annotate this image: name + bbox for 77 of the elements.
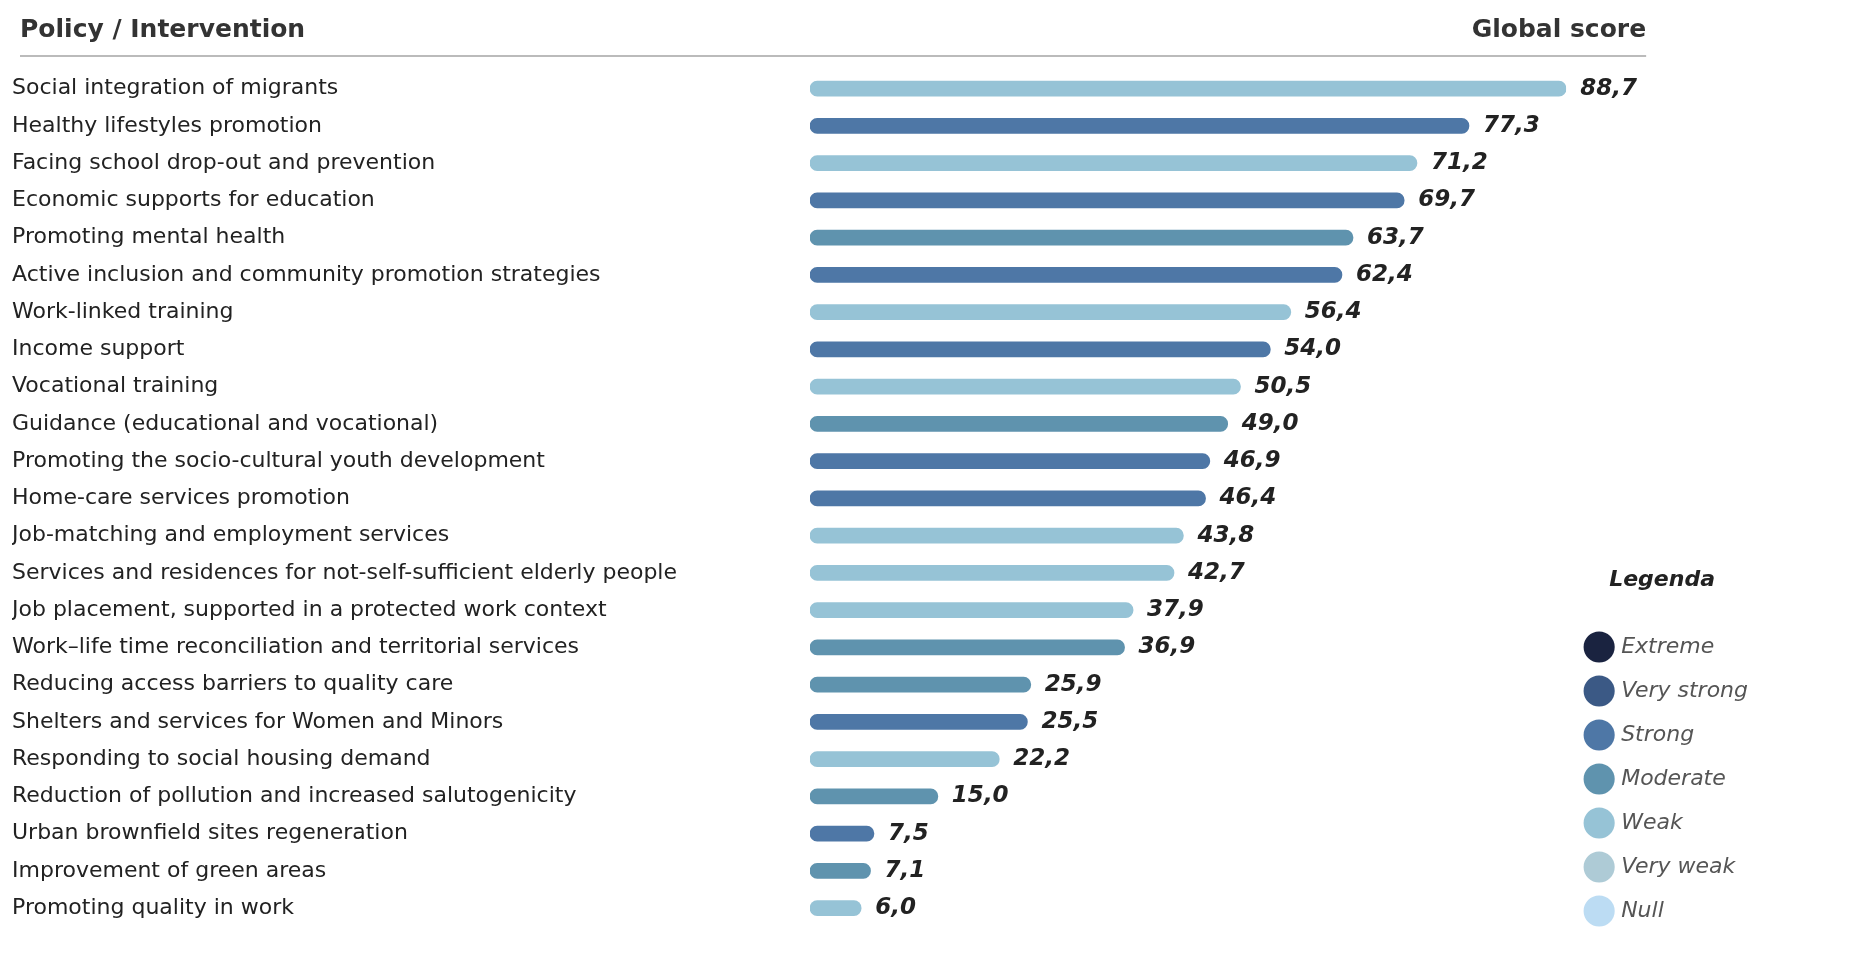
bar — [810, 267, 1343, 283]
data-label: 69,7 — [1418, 185, 1475, 212]
bar — [810, 229, 1354, 246]
legend-label: Null — [1621, 896, 1664, 922]
y-tick-label: Guidance (educational and vocational) — [12, 409, 439, 435]
data-label: 7,1 — [884, 855, 926, 882]
bar — [810, 602, 1134, 618]
y-tick-label: Promoting the socio-cultural youth development — [12, 446, 546, 472]
data-label: 15,0 — [951, 781, 1009, 808]
bar — [810, 453, 1211, 469]
bar — [810, 714, 1028, 730]
y-tick-label: Services and residences for not-self-sufficient elderly people — [12, 558, 678, 584]
bar — [810, 676, 1032, 693]
y-tick-label: Income support — [12, 335, 185, 361]
bar — [810, 118, 1470, 134]
bar — [810, 863, 871, 879]
y-tick-label: Promoting mental health — [12, 223, 286, 249]
data-label: 25,9 — [1044, 669, 1102, 696]
legend-label: Extreme — [1621, 632, 1715, 658]
y-tick-label: Social integration of migrants — [12, 74, 339, 100]
y-tick-label: Active inclusion and community promotion strategies — [12, 260, 601, 286]
data-label: 7,5 — [887, 818, 929, 845]
data-label: 36,9 — [1138, 632, 1196, 659]
y-tick-label: Shelters and services for Women and Minors — [12, 707, 504, 733]
bar — [810, 900, 862, 916]
y-tick-label: Responding to social housing demand — [12, 744, 431, 770]
data-label: 62,4 — [1355, 259, 1413, 286]
legend-label: Very strong — [1621, 676, 1749, 702]
bar — [810, 527, 1184, 544]
legend-label: Very weak — [1621, 852, 1737, 878]
data-label: 22,2 — [1013, 744, 1070, 771]
data-label: 49,0 — [1240, 408, 1299, 435]
data-label: 37,9 — [1147, 595, 1204, 622]
bar — [810, 825, 875, 842]
y-tick-label: Work-linked training — [12, 297, 234, 323]
data-label: 50,5 — [1254, 371, 1312, 398]
bar — [810, 639, 1125, 656]
y-tick-label: Home-care services promotion — [12, 484, 350, 510]
data-label: 63,7 — [1367, 222, 1424, 249]
data-label: 25,5 — [1041, 706, 1099, 733]
bar — [810, 341, 1271, 358]
y-tick-label: Work–life time reconciliation and territorial services — [12, 633, 580, 659]
bar — [810, 751, 1000, 767]
bar — [810, 155, 1418, 171]
data-label: 77,3 — [1482, 110, 1540, 137]
bar — [810, 378, 1241, 395]
legend-label: Strong — [1621, 720, 1695, 746]
legend-title: Legenda — [1609, 566, 1716, 592]
y-axis-title: Policy / Intervention — [20, 13, 306, 43]
text: Global score — [1471, 13, 1647, 43]
bar — [810, 80, 1567, 97]
legend-label: Moderate — [1621, 764, 1726, 790]
legend-label: Weak — [1621, 808, 1684, 834]
bar — [810, 192, 1405, 209]
data-label: 46,4 — [1218, 483, 1277, 510]
data-label: 46,9 — [1222, 446, 1281, 473]
bar — [810, 490, 1206, 507]
data-label: 56,4 — [1304, 297, 1362, 324]
y-tick-label: Improvement of green areas — [12, 856, 327, 882]
y-tick-label: Facing school drop-out and prevention — [12, 148, 436, 174]
bar — [810, 416, 1229, 432]
y-tick-label: Vocational training — [12, 372, 219, 398]
data-label: 42,7 — [1187, 557, 1245, 584]
data-label: 54,0 — [1284, 334, 1342, 361]
y-tick-label: Urban brownfield sites regeneration — [12, 819, 408, 845]
data-label: 43,8 — [1196, 520, 1255, 547]
y-tick-label: Reduction of pollution and increased salutogenicity — [12, 782, 577, 808]
bar — [810, 304, 1292, 320]
y-tick-label: Healthy lifestyles promotion — [12, 111, 322, 137]
bar — [810, 788, 939, 805]
data-label: 71,2 — [1430, 148, 1488, 175]
y-tick-label: Reducing access barriers to quality care — [12, 670, 454, 696]
y-tick-label: Economic supports for education — [12, 186, 375, 212]
y-tick-label: Promoting quality in work — [12, 893, 295, 919]
bar — [810, 565, 1175, 581]
data-label: 88,7 — [1580, 73, 1637, 100]
data-label: 6,0 — [875, 893, 916, 920]
